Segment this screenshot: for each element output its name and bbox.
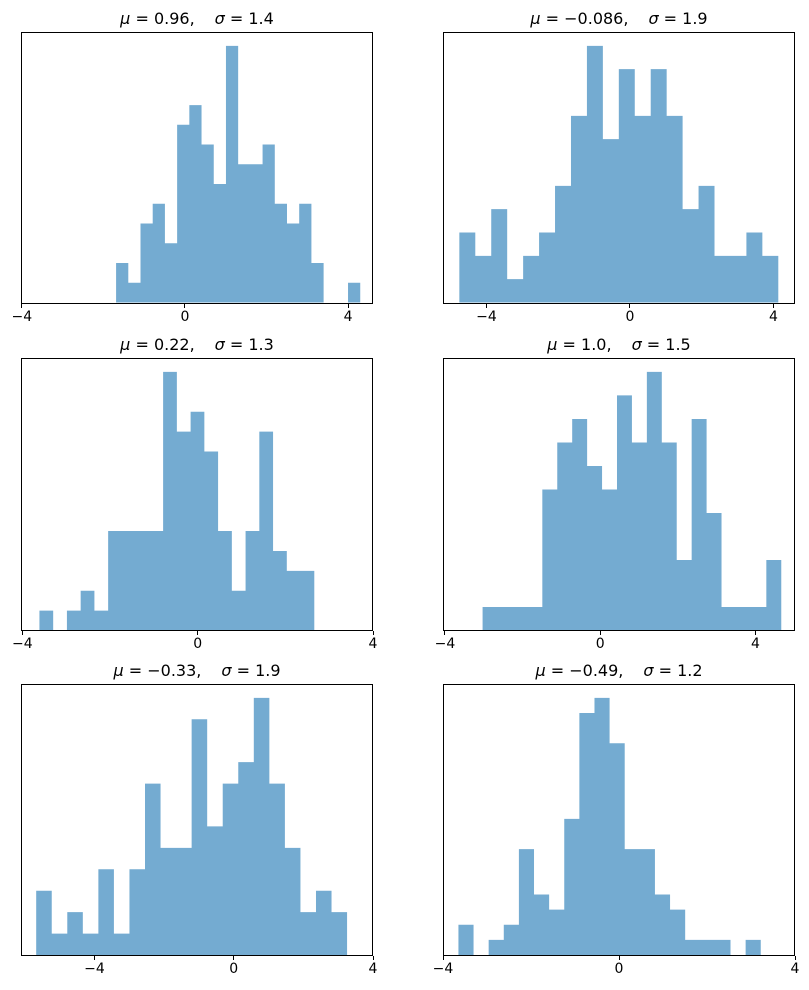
x-tick-mark (442, 956, 444, 960)
x-tick-label: 0 (229, 961, 239, 977)
mu-symbol: μ (120, 334, 131, 354)
subplot-middle-left: μ = 0.22, σ = 1.3 −4 0 4 (12, 336, 377, 651)
x-tick-mark (93, 956, 95, 960)
x-tick-mark (372, 631, 374, 635)
sigma-value: = 1.2 (653, 661, 703, 681)
sigma-symbol: σ (214, 334, 225, 354)
x-tick-label: −4 (84, 961, 105, 977)
mu-symbol: μ (113, 661, 124, 681)
sigma-value: = 1.9 (231, 661, 281, 681)
x-tick-mark (629, 303, 631, 308)
x-tick-label: 4 (368, 961, 378, 977)
x-tick-mark (233, 956, 235, 960)
plot-axes (21, 684, 373, 956)
x-tick-label: 0 (193, 636, 203, 652)
plot-title: μ = −0.086, σ = 1.9 (413, 10, 809, 28)
histogram-bars (116, 45, 361, 303)
plot-axes (443, 357, 795, 631)
x-tick-label: 0 (614, 961, 624, 977)
mu-symbol: μ (530, 9, 541, 29)
mu-symbol: μ (120, 9, 131, 29)
x-tick-label: −4 (432, 961, 454, 977)
histogram-bars (39, 371, 315, 630)
x-tick-mark (772, 303, 774, 308)
x-tick-label: −4 (476, 308, 497, 325)
x-tick-label: 0 (625, 308, 635, 325)
plot-axes (443, 684, 795, 956)
mu-symbol: μ (547, 334, 558, 354)
sigma-symbol: σ (631, 334, 642, 354)
sigma-symbol: σ (643, 661, 654, 681)
subplot-top-left: μ = 0.96, σ = 1.4 −4 0 4 (11, 10, 373, 324)
x-tick-label: 0 (180, 308, 190, 325)
histogram-area (458, 697, 761, 955)
mu-symbol: μ (535, 661, 546, 681)
x-tick-label: −4 (11, 636, 33, 652)
mu-value: = 1.0, (557, 334, 612, 354)
subplot-bottom-right: μ = −0.49, σ = 1.2 −4 0 4 (433, 662, 800, 976)
sigma-symbol: σ (221, 661, 232, 681)
x-tick-mark (485, 303, 487, 308)
histogram-area (39, 371, 315, 630)
mu-value: = −0.086, (540, 9, 629, 29)
x-tick-label: −4 (434, 636, 456, 652)
x-tick-mark (618, 956, 620, 960)
x-tick-label: −4 (11, 308, 33, 325)
x-tick-mark (21, 631, 23, 635)
histogram-bars (482, 371, 782, 630)
x-tick-mark (444, 631, 446, 635)
subplot-top-right: μ = −0.086, σ = 1.9 −4 0 4 (443, 10, 795, 324)
plot-axes (21, 357, 373, 631)
x-tick-label: 4 (769, 308, 778, 325)
histogram-area (459, 45, 779, 303)
mu-value: = −0.33, (123, 661, 202, 681)
x-tick-label: 4 (343, 308, 353, 325)
plot-axes (443, 32, 795, 304)
x-tick-mark (21, 303, 23, 308)
x-tick-label: 0 (595, 636, 605, 652)
histogram-bars (458, 697, 761, 955)
plot-title: μ = −0.49, σ = 1.2 (413, 662, 809, 680)
subplot-bottom-left: μ = −0.33, σ = 1.9 −4 0 4 (21, 662, 377, 976)
sigma-symbol: σ (214, 9, 225, 29)
mu-value: = 0.22, (130, 334, 195, 354)
x-tick-mark (184, 303, 186, 308)
x-tick-label: 4 (790, 961, 800, 977)
histogram-area (116, 45, 361, 303)
plot-title: μ = 0.22, σ = 1.3 (0, 336, 403, 354)
sigma-value: = 1.3 (224, 334, 274, 354)
plot-axes (21, 32, 373, 304)
histogram-bars (36, 697, 348, 955)
mu-value: = −0.49, (545, 661, 624, 681)
x-tick-mark (794, 956, 796, 960)
sigma-value: = 1.5 (641, 334, 691, 354)
x-tick-label: 4 (750, 636, 760, 652)
subplot-middle-right: μ = 1.0, σ = 1.5 −4 0 4 (435, 336, 795, 651)
histogram-area (36, 697, 348, 955)
plot-title: μ = −0.33, σ = 1.9 (0, 662, 403, 680)
x-tick-mark (197, 631, 199, 635)
x-tick-mark (599, 631, 601, 635)
plot-title: μ = 1.0, σ = 1.5 (413, 336, 809, 354)
sigma-symbol: σ (648, 9, 659, 29)
sigma-value: = 1.9 (658, 9, 708, 29)
mu-value: = 0.96, (130, 9, 195, 29)
histogram-bars (459, 45, 779, 303)
x-tick-mark (754, 631, 756, 635)
x-tick-label: 4 (368, 636, 378, 652)
x-tick-mark (372, 956, 374, 960)
x-tick-mark (347, 303, 349, 308)
plot-title: μ = 0.96, σ = 1.4 (0, 10, 403, 28)
sigma-value: = 1.4 (224, 9, 274, 29)
histogram-area (482, 371, 782, 630)
